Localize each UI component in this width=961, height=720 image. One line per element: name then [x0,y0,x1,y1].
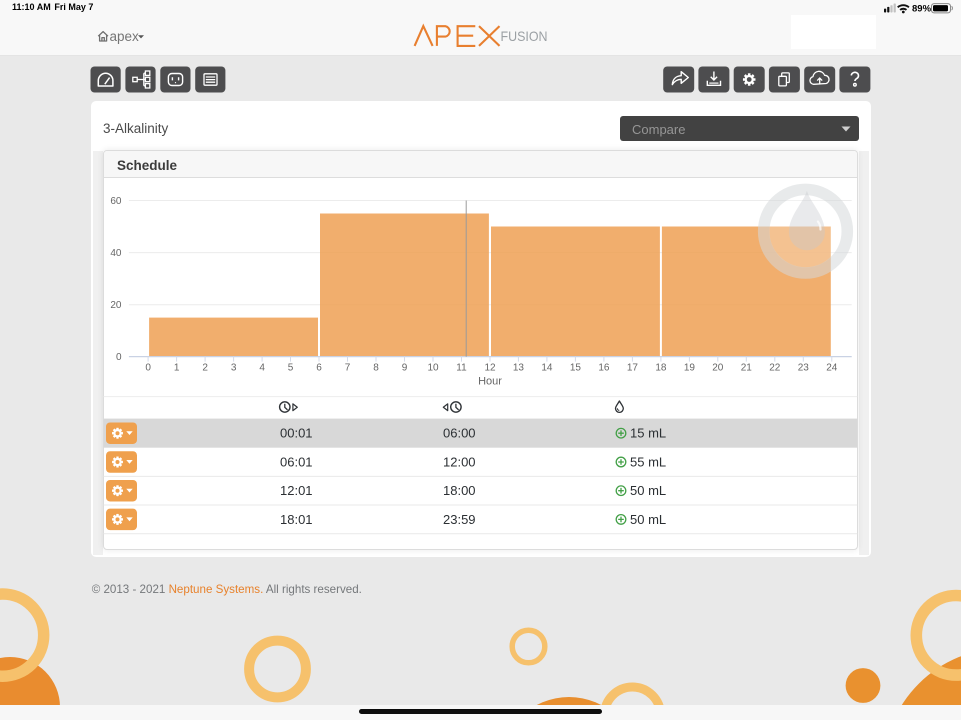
svg-text:8: 8 [373,362,379,373]
svg-text:18:01: 18:01 [280,512,313,527]
svg-text:22: 22 [769,362,781,373]
svg-text:15: 15 [569,362,581,373]
svg-text:11: 11 [456,362,467,373]
svg-text:23:59: 23:59 [443,512,476,527]
svg-text:15 mL: 15 mL [630,426,666,441]
svg-text:16: 16 [598,362,610,373]
svg-text:23: 23 [797,362,809,373]
svg-text:06:01: 06:01 [280,455,313,470]
svg-text:24: 24 [826,362,838,373]
svg-text:21: 21 [740,362,752,373]
svg-text:12:01: 12:01 [280,483,313,498]
svg-text:18:00: 18:00 [443,483,476,498]
svg-text:60: 60 [110,196,122,207]
svg-text:40: 40 [110,248,122,259]
svg-text:14: 14 [541,362,553,373]
svg-text:13: 13 [512,362,524,373]
svg-text:19: 19 [683,362,695,373]
svg-text:0: 0 [145,362,151,373]
svg-text:06:00: 06:00 [443,426,476,441]
svg-text:apex: apex [110,29,140,44]
svg-text:9: 9 [401,362,407,373]
svg-text:89%: 89% [912,4,932,15]
svg-text:7: 7 [344,362,350,373]
svg-text:50 mL: 50 mL [630,512,666,527]
svg-text:1: 1 [173,362,179,373]
svg-text:20: 20 [110,300,122,311]
svg-text:00:01: 00:01 [280,426,313,441]
svg-text:12:00: 12:00 [443,455,476,470]
svg-text:3: 3 [230,362,236,373]
svg-text:17: 17 [626,362,638,373]
svg-text:FUSION: FUSION [501,28,548,44]
svg-text:6: 6 [316,362,322,373]
svg-text:20: 20 [712,362,724,373]
svg-text:4: 4 [259,362,265,373]
svg-text:50 mL: 50 mL [630,483,666,498]
svg-text:55 mL: 55 mL [630,455,666,470]
svg-text:Hour: Hour [478,375,502,387]
svg-text:0: 0 [116,352,122,363]
svg-text:2: 2 [202,362,208,373]
svg-text:10: 10 [427,362,439,373]
svg-text:12: 12 [484,362,496,373]
svg-text:18: 18 [655,362,667,373]
svg-text:5: 5 [287,362,293,373]
